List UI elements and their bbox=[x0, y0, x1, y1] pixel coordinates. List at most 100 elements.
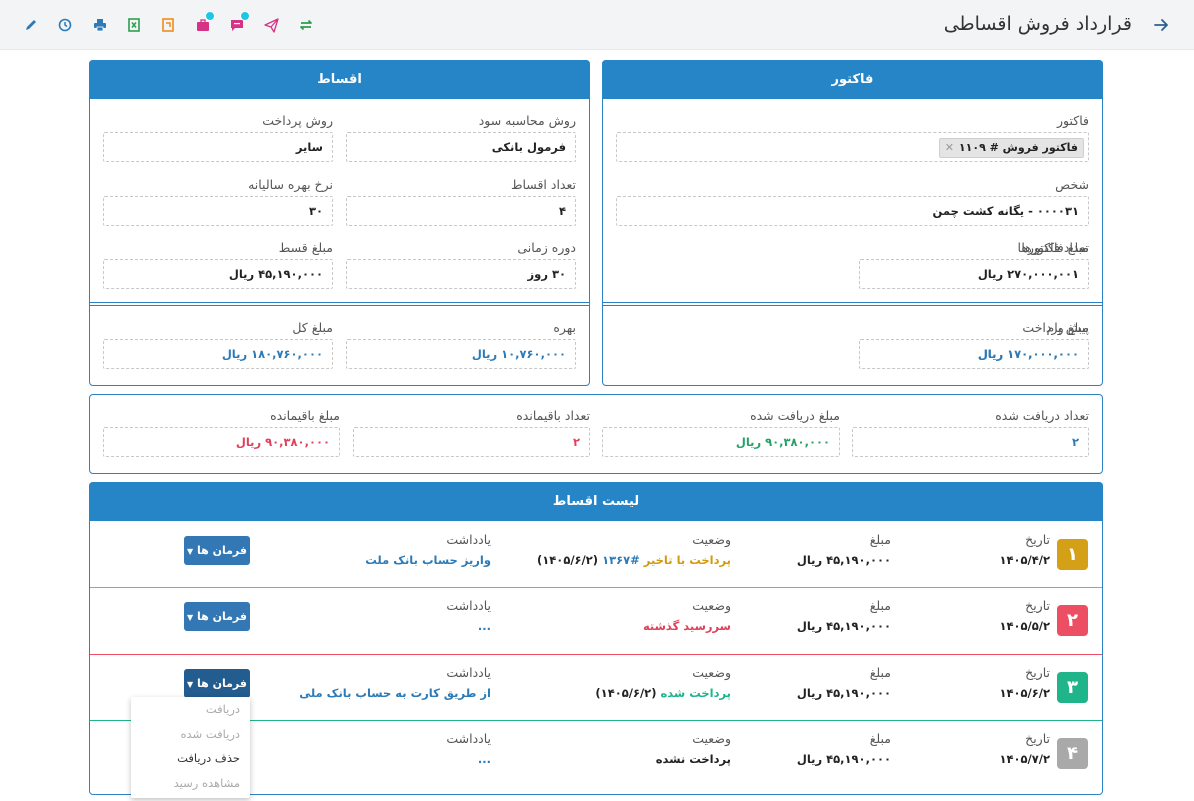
history-button[interactable] bbox=[48, 12, 82, 38]
invoice-tag-text: فاکتور فروش # ۱۱۰۹ bbox=[958, 141, 1078, 154]
note-value: ... bbox=[477, 619, 491, 634]
receipt-link[interactable]: #۱۳۶۷ bbox=[602, 553, 640, 567]
remove-tag-icon[interactable]: ✕ bbox=[944, 141, 954, 154]
commands-label: فرمان ها bbox=[197, 610, 247, 624]
remaining-count-label: تعداد باقیمانده bbox=[516, 408, 590, 423]
amount-header: مبلغ bbox=[869, 598, 891, 614]
note-column: یادداشت از طریق کارت به حساب بانک ملی bbox=[299, 665, 491, 700]
commands-button[interactable]: فرمان ها ▼ bbox=[184, 536, 250, 565]
status-column: وضعیت پرداخت شده (۱۴۰۵/۶/۲) bbox=[595, 665, 731, 700]
dropdown-item-receive[interactable]: دریافت bbox=[205, 702, 240, 716]
amount-value: ۴۵,۱۹۰,۰۰۰ ریال bbox=[796, 619, 891, 634]
row-number-badge: ۲ bbox=[1057, 605, 1088, 637]
note-header: یادداشت bbox=[446, 664, 491, 680]
send-button[interactable] bbox=[254, 12, 288, 38]
received-count-value: ۲ bbox=[852, 427, 1089, 457]
notification-badge bbox=[239, 11, 250, 21]
edit-button[interactable] bbox=[14, 12, 48, 38]
status-header: وضعیت bbox=[692, 598, 731, 614]
period-label: دوره زمانی bbox=[517, 240, 576, 255]
commands-button[interactable]: فرمان ها ▼ bbox=[184, 668, 250, 698]
table-row: ۱ تاریخ ۱۴۰۵/۴/۲ مبلغ ۴۵,۱۹۰,۰۰۰ ریال وضعیت پر… bbox=[90, 522, 1102, 589]
note-value: واریز حساب بانک ملت bbox=[365, 553, 491, 567]
status-value: پرداخت با تاخیر bbox=[643, 553, 731, 567]
history-icon bbox=[59, 18, 72, 32]
period-input[interactable]: ۳۰ روز bbox=[346, 259, 576, 289]
loan-label: مبلغ وام bbox=[1046, 320, 1089, 335]
invoice-tag: فاکتور فروش # ۱۱۰۹ ✕ bbox=[938, 138, 1084, 158]
export-button[interactable] bbox=[151, 12, 185, 38]
notification-badge bbox=[205, 11, 216, 21]
invoice-amount-label: مبلغ فاکتورها bbox=[1021, 240, 1089, 255]
dropdown-item-received[interactable]: دریافت شده bbox=[180, 726, 240, 741]
amount-header: مبلغ bbox=[869, 664, 891, 680]
summary-panel: تعداد دریافت شده ۲ مبلغ دریافت شده ۹۰,۳۸… bbox=[89, 394, 1103, 474]
received-amount-value: ۹۰,۳۸۰,۰۰۰ ریال bbox=[602, 427, 840, 457]
note-value: از طریق کارت به حساب بانک ملی bbox=[299, 685, 491, 700]
status-column: وضعیت پرداخت نشده bbox=[656, 731, 731, 766]
person-input[interactable]: ۰۰۰۰۳۱ - یگانه کشت چمن bbox=[616, 196, 1089, 226]
commands-label: فرمان ها bbox=[197, 544, 247, 557]
status-value: پرداخت شده bbox=[660, 685, 731, 700]
note-column: یادداشت... bbox=[446, 598, 491, 633]
total-label: مبلغ کل bbox=[292, 320, 333, 335]
comment-button[interactable] bbox=[220, 11, 254, 38]
installment-count-input[interactable]: ۴ bbox=[346, 196, 576, 226]
commands-label: فرمان ها bbox=[197, 676, 247, 690]
status-header: وضعیت bbox=[692, 532, 731, 547]
top-toolbar: قرارداد فروش اقساطی bbox=[0, 0, 1194, 50]
page-title: قرارداد فروش اقساطی bbox=[943, 13, 1132, 35]
status-date: (۱۴۰۵/۶/۲) bbox=[595, 685, 657, 700]
refresh-button[interactable] bbox=[288, 12, 322, 38]
received-amount-label: مبلغ دریافت شده bbox=[750, 408, 840, 423]
note-header: یادداشت bbox=[446, 532, 491, 547]
received-count-label: تعداد دریافت شده bbox=[995, 408, 1089, 423]
invoice-panel-title: فاکتور bbox=[602, 60, 1103, 99]
installments-list-title: لیست اقساط bbox=[89, 482, 1103, 521]
status-column: وضعیت سررسید گذشته bbox=[643, 598, 731, 633]
status-line: پرداخت نشده bbox=[656, 752, 731, 766]
excel-button[interactable] bbox=[117, 12, 151, 38]
interest-value: ۱۰,۷۶۰,۰۰۰ ریال bbox=[346, 339, 576, 369]
dropdown-item-view-receipt[interactable]: مشاهده رسید bbox=[173, 775, 240, 790]
installment-count-label: تعداد اقساط bbox=[510, 177, 576, 192]
note-value: ... bbox=[477, 751, 491, 766]
row-number-badge: ۳ bbox=[1057, 671, 1088, 703]
remaining-count-value: ۲ bbox=[353, 427, 590, 457]
section-divider bbox=[90, 302, 589, 306]
prepay-label: پیش پرداخت bbox=[1022, 320, 1089, 335]
rate-label: نرخ بهره سالیانه bbox=[248, 177, 333, 192]
rate-input[interactable]: ۳۰ bbox=[103, 196, 333, 226]
dropdown-item-delete-receipt[interactable]: حذف دریافت bbox=[177, 751, 240, 765]
pay-method-label: روش پرداخت bbox=[262, 113, 333, 128]
status-line: پرداخت شده (۱۴۰۵/۶/۲) bbox=[595, 686, 731, 700]
caret-down-icon: ▼ bbox=[187, 547, 194, 556]
installments-list: لیست اقساط ۱ تاریخ ۱۴۰۵/۴/۲ مبلغ ۴۵,۱۹۰,۰۰۰ … bbox=[89, 482, 1103, 795]
excel-icon bbox=[128, 18, 140, 32]
date-header: تاریخ bbox=[1025, 532, 1050, 547]
calc-method-select[interactable]: فرمول بانکی bbox=[346, 132, 576, 162]
status-line: پرداخت با تاخیر #۱۳۶۷ (۱۴۰۵/۶/۲) bbox=[537, 553, 731, 567]
amount-value: ۴۵,۱۹۰,۰۰۰ ریال bbox=[796, 553, 891, 567]
section-divider bbox=[603, 302, 1102, 306]
remaining-amount-value: ۹۰,۳۸۰,۰۰۰ ریال bbox=[103, 427, 340, 457]
commands-button[interactable]: فرمان ها ▼ bbox=[184, 602, 250, 632]
date-column: تاریخ ۱۴۰۵/۵/۲ bbox=[999, 598, 1050, 633]
remaining-amount-label: مبلغ باقیمانده bbox=[270, 408, 340, 423]
amount-column: مبلغ ۴۵,۱۹۰,۰۰۰ ریال bbox=[797, 598, 891, 633]
status-header: وضعیت bbox=[692, 664, 731, 680]
arrow-right-icon[interactable] bbox=[1152, 16, 1170, 34]
invoice-label: فاکتور bbox=[1056, 113, 1089, 128]
note-header: یادداشت bbox=[446, 730, 491, 746]
status-value: سررسید گذشته bbox=[642, 619, 731, 634]
briefcase-button[interactable] bbox=[185, 11, 219, 38]
note-column: یادداشت واریز حساب بانک ملت bbox=[365, 532, 491, 567]
installments-panel: اقساط روش محاسبه سود فرمول بانکی روش پرد… bbox=[89, 60, 590, 386]
print-button[interactable] bbox=[83, 12, 117, 38]
caret-down-icon: ▼ bbox=[187, 679, 194, 689]
invoice-select[interactable]: فاکتور فروش # ۱۱۰۹ ✕ bbox=[616, 132, 1089, 162]
status-line: سررسید گذشته bbox=[643, 619, 731, 633]
installment-amount-value: ۴۵,۱۹۰,۰۰۰ ریال bbox=[103, 259, 333, 289]
date-value: ۱۴۰۵/۵/۲ bbox=[999, 619, 1050, 634]
pay-method-select[interactable]: سایر bbox=[103, 132, 333, 162]
